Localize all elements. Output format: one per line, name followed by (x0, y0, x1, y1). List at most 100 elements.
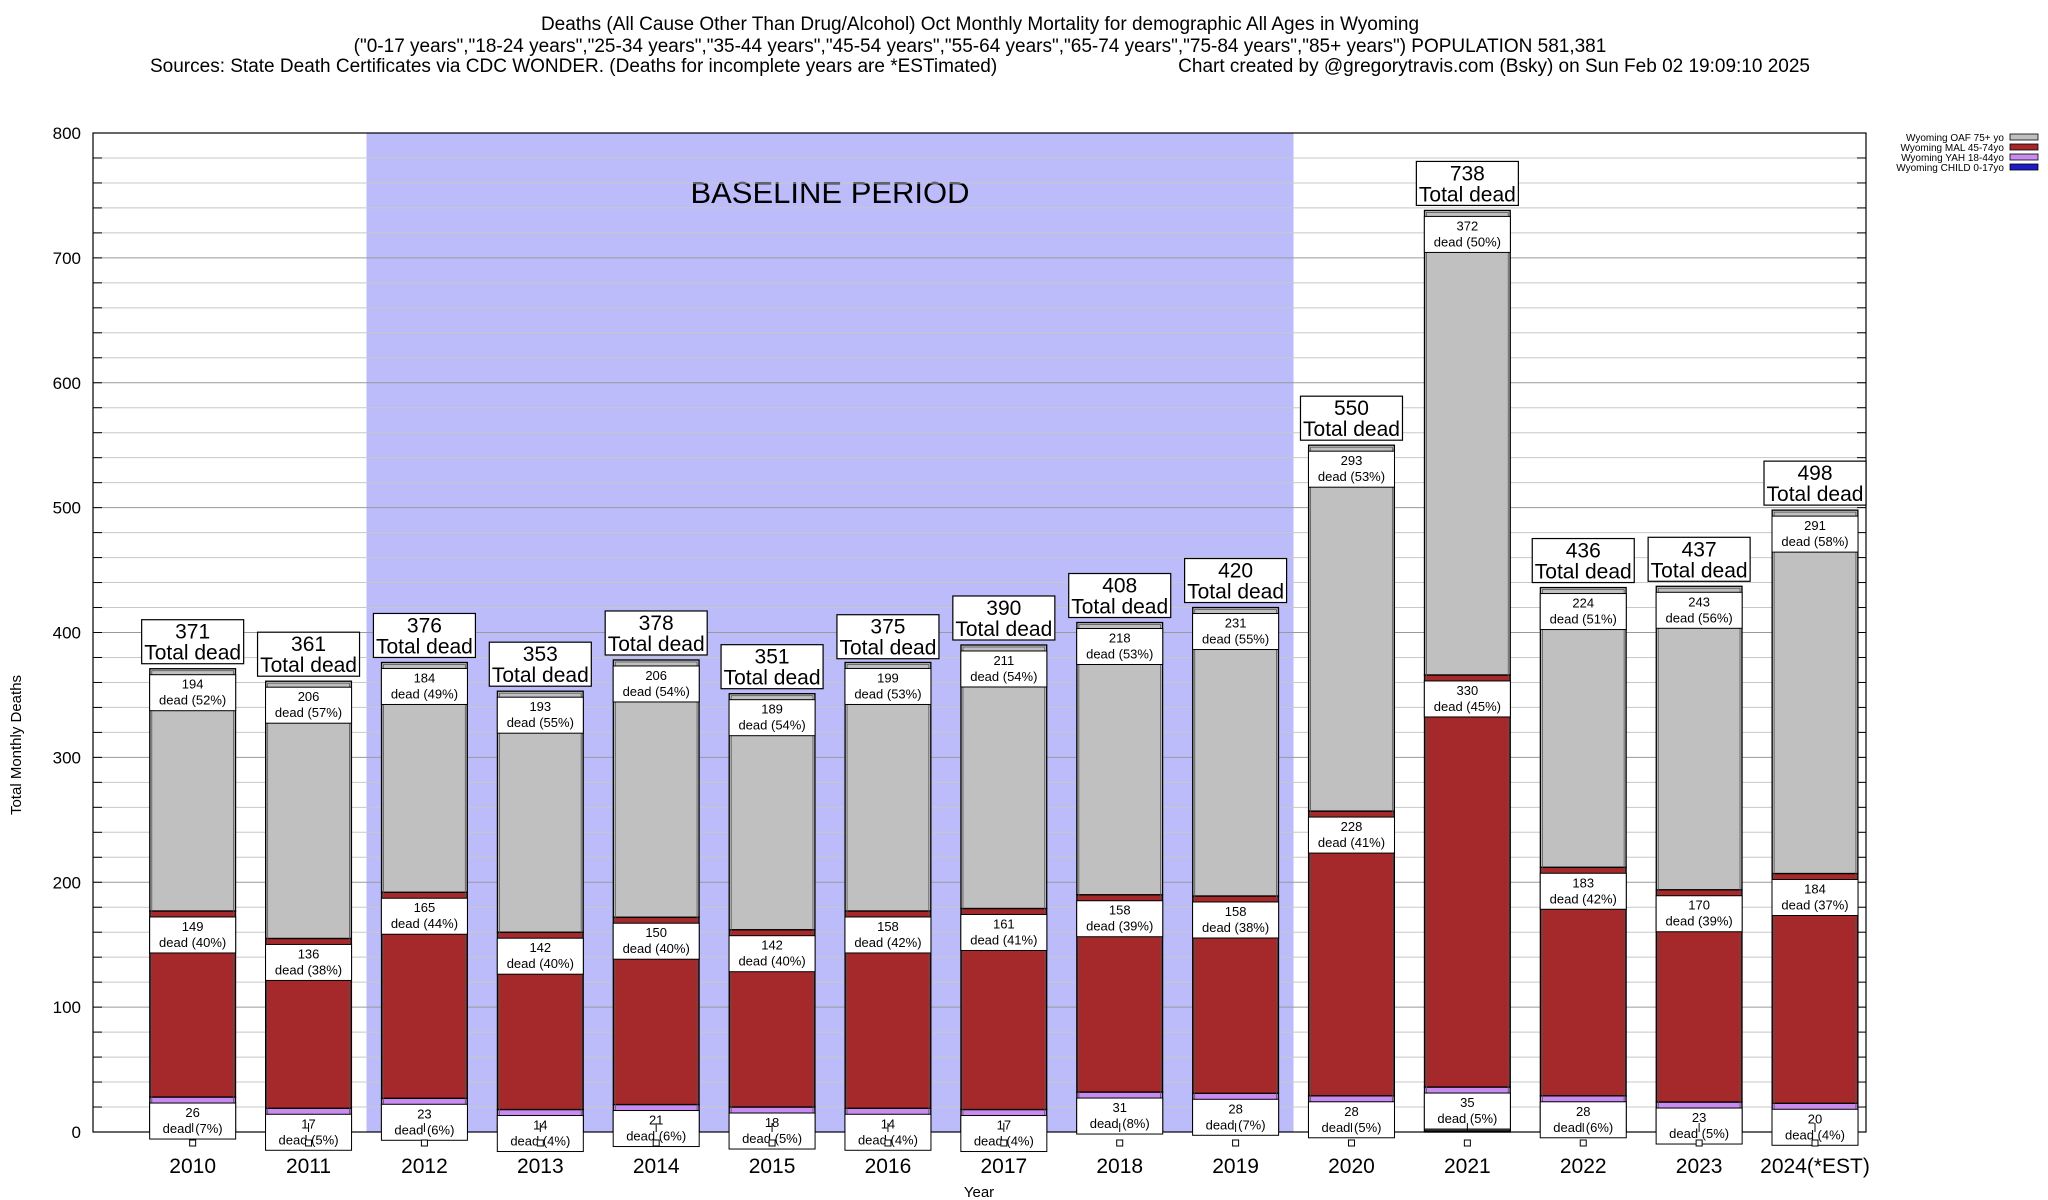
total-suffix-label: Total dead (1535, 561, 1632, 584)
segment-percent-label: dead (42%) (1550, 891, 1617, 906)
segment-label-box (1307, 816, 1395, 854)
y-tick-label: 600 (53, 374, 81, 393)
segment-value-label: 206 (298, 689, 320, 704)
total-suffix-label: Total dead (608, 633, 705, 656)
total-value-label: 351 (755, 646, 790, 669)
segment-value-label: 291 (1804, 518, 1826, 533)
segment-percent-label: dead (53%) (1318, 469, 1385, 484)
segment-value-label: 189 (761, 702, 783, 717)
segment-label-box (1539, 872, 1627, 910)
segment-percent-label: dead (54%) (738, 718, 805, 733)
total-value-label: 353 (523, 643, 558, 666)
segment-value-label: 31 (1112, 1100, 1126, 1115)
child-series-marker (1811, 1139, 1819, 1147)
segment-value-label: 184 (414, 670, 436, 685)
total-suffix-label: Total dead (1767, 483, 1864, 506)
segment-value-label: 20 (1808, 1111, 1822, 1126)
segment-value-label: 231 (1225, 616, 1247, 631)
y-tick-label: 800 (53, 124, 81, 143)
bar-segment-3 (960, 644, 1048, 910)
total-value-label: 361 (291, 633, 326, 656)
segment-label-box (1076, 900, 1164, 938)
total-suffix-label: Total dead (492, 664, 589, 687)
total-value-label: 376 (407, 614, 442, 637)
segment-label-box (728, 935, 816, 973)
segment-label-box (1771, 879, 1859, 917)
segment-value-label: 206 (645, 668, 667, 683)
segment-value-label: 183 (1572, 875, 1594, 890)
x-tick-label: 2011 (286, 1155, 331, 1178)
segment-label-box (1771, 515, 1859, 553)
segment-percent-label: dead (38%) (1202, 920, 1269, 935)
total-label-box (256, 631, 361, 677)
child-series-marker (1000, 1139, 1008, 1147)
segment-label-box (149, 674, 237, 712)
total-value-label: 738 (1450, 162, 1485, 185)
y-tick-label: 500 (53, 499, 81, 518)
x-tick-label: 2024(*EST) (1760, 1155, 1870, 1178)
child-series-marker (1695, 1139, 1703, 1147)
segment-percent-label: dead (55%) (1202, 632, 1269, 647)
total-label-box (1531, 537, 1635, 584)
segment-percent-label: dead (51%) (1550, 612, 1617, 627)
y-axis-label: Total Monthly Deaths (8, 675, 25, 815)
segment-value-label: 18 (765, 1115, 779, 1130)
segment-percent-label: dead (53%) (1086, 647, 1153, 662)
legend-swatch (2009, 163, 2039, 171)
child-series-marker (536, 1139, 544, 1147)
segment-value-label: 150 (645, 925, 667, 940)
segment-label-box (1655, 895, 1743, 933)
y-tick-label: 400 (53, 624, 81, 643)
x-tick-label: 2020 (1328, 1155, 1375, 1178)
segment-percent-label: dead (40%) (507, 956, 574, 971)
segment-label-box (496, 696, 584, 734)
x-tick-label: 2021 (1444, 1155, 1491, 1178)
chart-title-line-2: ("0-17 years","18-24 years","25-34 years… (354, 36, 1607, 57)
child-series-marker (1463, 1139, 1471, 1147)
total-label-box (1068, 572, 1172, 619)
x-tick-label: 2014 (633, 1155, 680, 1178)
segment-value-label: 170 (1688, 898, 1710, 913)
legend-label: Wyoming CHILD 0-17yo (1896, 163, 2004, 174)
total-label-box (372, 612, 477, 659)
segment-value-label: 28 (1576, 1104, 1590, 1119)
segment-label-box (1307, 450, 1395, 488)
segment-percent-label: dead (53%) (854, 686, 921, 701)
total-label-box (604, 610, 708, 656)
total-value-label: 375 (870, 616, 905, 639)
x-tick-label: 2018 (1096, 1155, 1143, 1178)
segment-value-label: 211 (993, 653, 1014, 668)
total-suffix-label: Total dead (1419, 183, 1516, 206)
x-tick-label: 2017 (980, 1155, 1027, 1178)
total-label-box (1299, 395, 1404, 441)
x-tick-label: 2019 (1212, 1155, 1259, 1178)
segment-value-label: 28 (1344, 1104, 1358, 1119)
segment-label-box (1423, 215, 1511, 253)
total-label-box (952, 595, 1056, 641)
total-value-label: 420 (1218, 560, 1253, 583)
segment-percent-label: dead (5%) (1437, 1111, 1497, 1126)
bar-segment-3 (1423, 209, 1511, 676)
segment-label-box (1076, 628, 1164, 666)
child-series-marker (189, 1139, 197, 1147)
chart-sources: Sources: State Death Certificates via CD… (150, 56, 997, 77)
total-label-box (141, 619, 245, 665)
total-label-box (1763, 460, 1867, 506)
segment-label-box (1539, 593, 1627, 631)
segment-value-label: 293 (1341, 453, 1363, 468)
segment-percent-label: dead (40%) (738, 954, 805, 969)
total-value-label: 390 (986, 597, 1021, 620)
x-tick-label: 2023 (1676, 1155, 1723, 1178)
segment-percent-label: dead (49%) (391, 686, 458, 701)
x-tick-label: 2015 (749, 1155, 796, 1178)
total-label-box (488, 641, 592, 687)
segment-percent-label: dead (56%) (1666, 610, 1733, 625)
